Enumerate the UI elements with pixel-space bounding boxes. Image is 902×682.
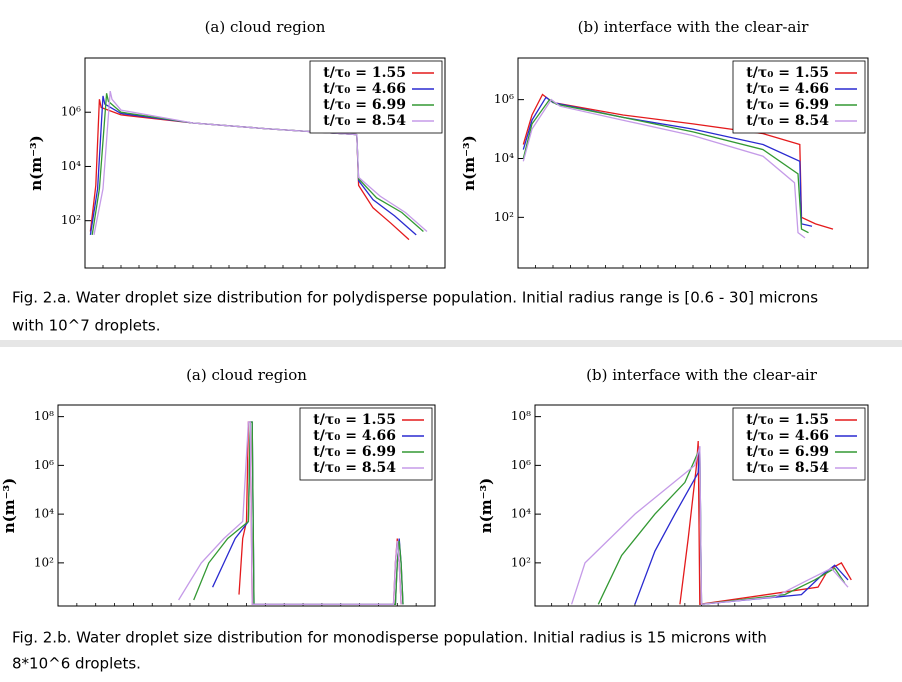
legend-label: t/τ₀ = 6.99 xyxy=(746,444,829,460)
legend-label: t/τ₀ = 8.54 xyxy=(746,460,829,476)
y-tick-label: 10⁶ xyxy=(61,105,81,119)
legend-label: t/τ₀ = 1.55 xyxy=(323,65,406,81)
legend-label: t/τ₀ = 1.55 xyxy=(313,412,396,428)
y-tick-label: 10⁴ xyxy=(61,159,81,173)
panel-title: (a) cloud region xyxy=(205,18,326,36)
panel-title: (b) interface with the clear-air xyxy=(586,366,818,384)
caption-line: Fig. 2.b. Water droplet size distributio… xyxy=(12,629,767,647)
legend-label: t/τ₀ = 8.54 xyxy=(323,113,406,129)
series-line xyxy=(178,421,402,605)
legend-label: t/τ₀ = 6.99 xyxy=(313,444,396,460)
series-line xyxy=(522,98,809,234)
y-tick-label: 10² xyxy=(511,555,531,569)
legend-label: t/τ₀ = 1.55 xyxy=(746,412,829,428)
panel-title: (b) interface with the clear-air xyxy=(578,18,810,36)
plot-frame xyxy=(517,57,869,269)
y-tick-label: 10² xyxy=(494,210,514,224)
series-line xyxy=(679,440,852,606)
caption-line: Fig. 2.a. Water droplet size distributio… xyxy=(12,289,818,307)
plot-frame xyxy=(57,404,436,607)
y-tick-label: 10⁴ xyxy=(494,151,514,165)
caption-line: with 10^7 droplets. xyxy=(12,317,160,335)
y-axis-label: n(m⁻³) xyxy=(477,478,495,533)
y-tick-label: 10⁴ xyxy=(34,507,54,521)
y-tick-label: 10⁸ xyxy=(34,409,54,423)
legend-label: t/τ₀ = 4.66 xyxy=(746,428,829,444)
plot-frame xyxy=(84,57,446,269)
y-axis-label: n(m⁻³) xyxy=(0,478,18,533)
caption-line: 8*10^6 droplets. xyxy=(12,655,141,673)
y-tick-label: 10⁶ xyxy=(34,458,54,472)
y-tick-label: 10⁶ xyxy=(494,92,514,106)
legend-label: t/τ₀ = 4.66 xyxy=(323,81,406,97)
plot-frame xyxy=(534,404,869,607)
series-line xyxy=(522,96,813,227)
series-line xyxy=(93,90,428,236)
separator xyxy=(0,340,902,347)
legend-label: t/τ₀ = 1.55 xyxy=(746,65,829,81)
y-tick-label: 10² xyxy=(61,213,81,227)
y-tick-label: 10⁴ xyxy=(511,507,531,521)
panel-title: (a) cloud region xyxy=(186,366,307,384)
legend-label: t/τ₀ = 4.66 xyxy=(746,81,829,97)
series-line xyxy=(522,93,834,230)
series-line xyxy=(522,98,806,239)
y-tick-label: 10⁶ xyxy=(511,458,531,472)
y-tick-label: 10⁸ xyxy=(511,409,531,423)
legend-label: t/τ₀ = 6.99 xyxy=(323,97,406,113)
legend-label: t/τ₀ = 8.54 xyxy=(313,460,396,476)
series-line xyxy=(570,446,849,606)
series-line xyxy=(193,421,404,605)
legend-label: t/τ₀ = 4.66 xyxy=(313,428,396,444)
legend-label: t/τ₀ = 8.54 xyxy=(746,113,829,129)
legend-label: t/τ₀ = 6.99 xyxy=(746,97,829,113)
y-tick-label: 10² xyxy=(34,555,54,569)
y-axis-label: n(m⁻³) xyxy=(27,135,45,190)
y-axis-label: n(m⁻³) xyxy=(460,135,478,190)
